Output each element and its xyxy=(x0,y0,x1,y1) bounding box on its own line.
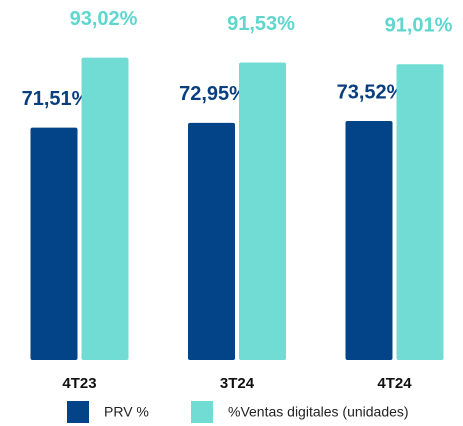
legend-swatch xyxy=(191,401,213,423)
data-label: 72,95% xyxy=(179,83,247,105)
data-label: 73,52% xyxy=(337,81,405,103)
bar xyxy=(81,57,129,361)
x-tick-label: 4T24 xyxy=(377,375,412,392)
data-label: 93,02% xyxy=(70,8,138,30)
legend-label: %Ventas digitales (unidades) xyxy=(228,404,409,420)
bar xyxy=(345,121,393,360)
bar xyxy=(188,122,235,360)
data-label: 91,53% xyxy=(227,13,295,35)
bar xyxy=(239,62,286,361)
x-tick-label: 3T24 xyxy=(220,375,255,392)
legend-swatch xyxy=(67,401,89,423)
bar xyxy=(30,127,78,360)
data-label: 91,01% xyxy=(385,14,453,36)
legend-label: PRV % xyxy=(104,404,149,420)
bar xyxy=(396,64,444,360)
data-label: 71,51% xyxy=(22,88,90,110)
x-tick-label: 4T23 xyxy=(62,375,96,392)
